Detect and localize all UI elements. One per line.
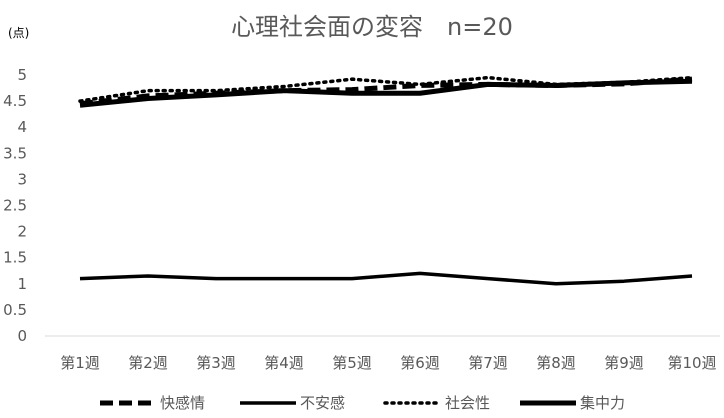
x-tick-label: 第3週 <box>196 354 236 372</box>
y-tick-label: 2 <box>17 223 27 241</box>
y-tick-label: 1 <box>17 275 27 293</box>
legend-label: 集中力 <box>580 394 625 412</box>
x-tick-label: 第7週 <box>468 354 508 372</box>
x-tick-label: 第6週 <box>400 354 440 372</box>
chart-title: 心理社会面の変容 n=20 <box>231 13 513 41</box>
y-tick-label: 5 <box>17 66 27 84</box>
y-tick-label: 4 <box>17 118 27 136</box>
series-lines <box>78 75 694 286</box>
legend: 快感情 不安感 社会性 集中力 <box>100 394 625 412</box>
y-tick-label: 3 <box>17 170 27 188</box>
legend-label: 社会性 <box>445 394 490 412</box>
y-tick-label: 0.5 <box>3 301 27 319</box>
x-tick-label: 第1週 <box>60 354 100 372</box>
y-tick-label: 0 <box>17 327 27 345</box>
x-tick-label: 第4週 <box>264 354 304 372</box>
series-line <box>79 271 693 286</box>
series-line <box>78 75 694 103</box>
y-axis-unit-label: (点) <box>8 26 29 40</box>
x-tick-label: 第5週 <box>332 354 372 372</box>
x-tick-labels: 第1週 第2週 第3週 第4週 第5週 第6週 第7週 第8週 第9週 第10週 <box>60 354 716 372</box>
series-line <box>79 76 693 107</box>
legend-label: 不安感 <box>300 394 345 412</box>
x-tick-label: 第8週 <box>536 354 576 372</box>
x-tick-label: 第2週 <box>128 354 168 372</box>
legend-label: 快感情 <box>160 394 205 412</box>
x-tick-label: 第9週 <box>604 354 644 372</box>
x-tick-label: 第10週 <box>667 354 716 372</box>
y-tick-label: 4.5 <box>3 92 27 110</box>
y-tick-labels: 0 0.5 1 1.5 2 2.5 3 3.5 4 4.5 5 <box>3 66 27 345</box>
y-tick-label: 3.5 <box>3 144 27 162</box>
y-tick-label: 1.5 <box>3 249 27 267</box>
y-tick-label: 2.5 <box>3 197 27 215</box>
